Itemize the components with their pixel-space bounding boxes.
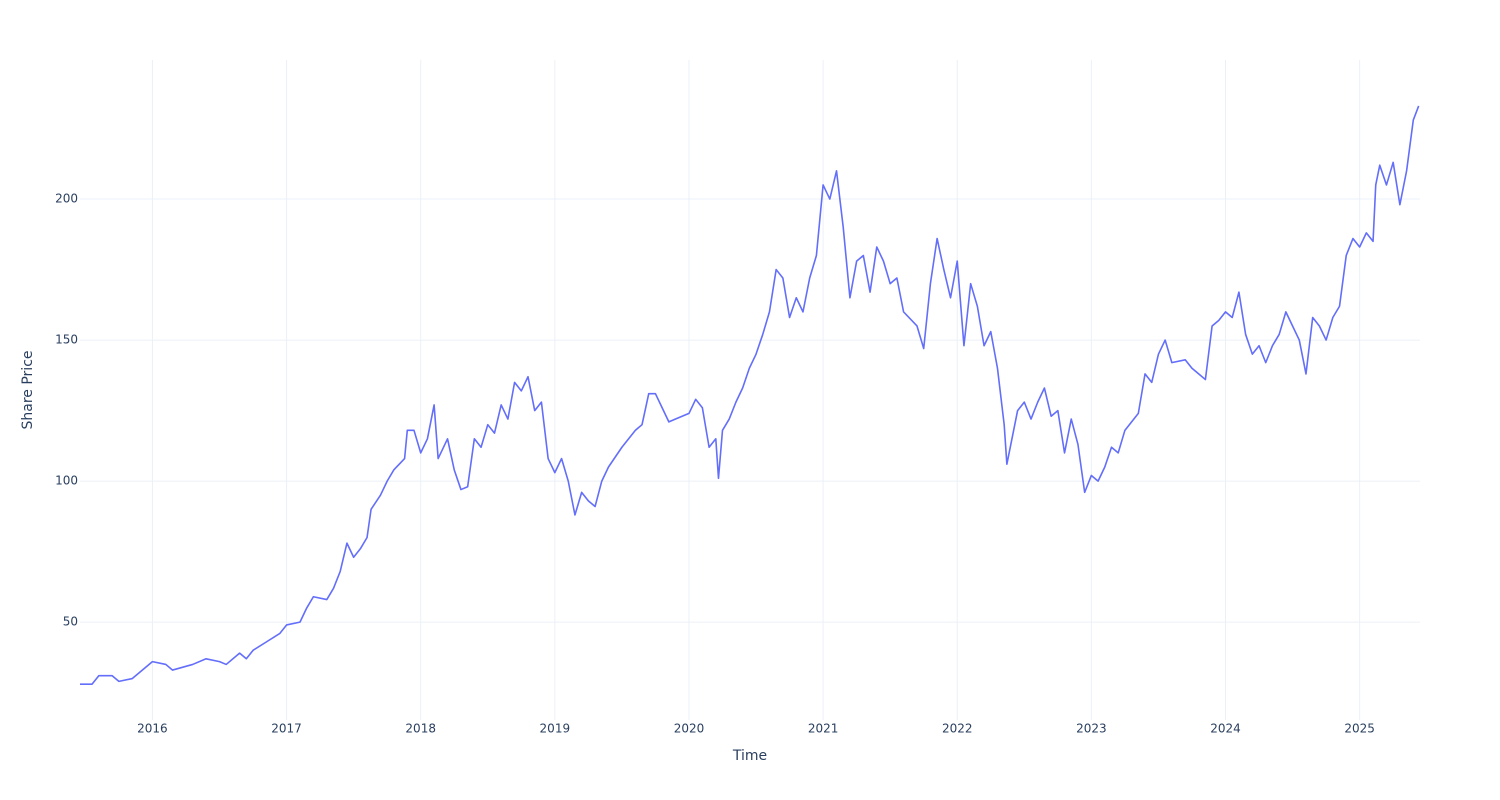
y-tick-label: 50 <box>63 615 78 629</box>
x-tick-label: 2021 <box>808 722 839 736</box>
x-tick-label: 2019 <box>540 722 571 736</box>
x-tick-label: 2023 <box>1076 722 1107 736</box>
grid <box>80 60 1420 720</box>
x-tick-label: 2017 <box>271 722 302 736</box>
x-tick-label: 2016 <box>137 722 168 736</box>
x-tick-label: 2024 <box>1210 722 1241 736</box>
y-tick-label: 150 <box>55 333 78 347</box>
x-tick-label: 2022 <box>942 722 973 736</box>
y-tick-label: 200 <box>55 192 78 206</box>
y-axis-title: Share Price <box>20 350 36 429</box>
x-tick-label: 2025 <box>1344 722 1375 736</box>
x-tick-label: 2020 <box>674 722 705 736</box>
y-tick-label: 100 <box>55 474 78 488</box>
price-line <box>80 105 1420 685</box>
x-tick-label: 2018 <box>405 722 436 736</box>
plot-area <box>80 105 1420 685</box>
x-axis-title: Time <box>732 748 767 764</box>
